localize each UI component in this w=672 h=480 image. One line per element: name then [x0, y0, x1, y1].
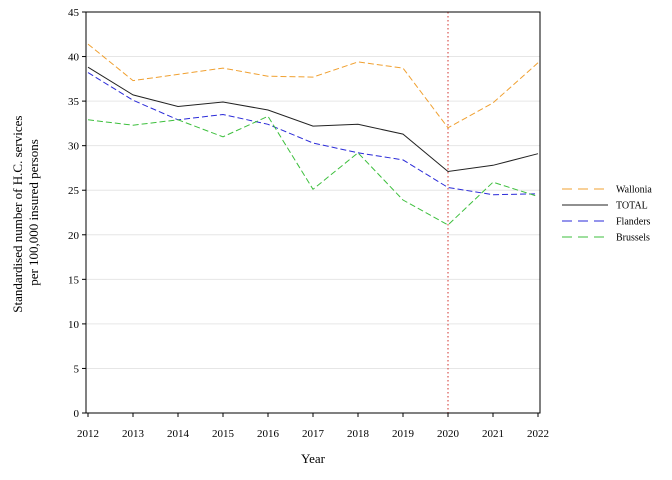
x-tick-label: 2021: [482, 428, 504, 440]
y-tick-label: 15: [68, 274, 80, 286]
x-tick-label: 2012: [77, 428, 99, 440]
x-tick-label: 2020: [437, 428, 460, 440]
y-tick-label: 10: [68, 319, 80, 331]
series-line-brussels: [87, 115, 539, 226]
legend-label-total: TOTAL: [616, 201, 648, 212]
y-axis-title: Standardised number of H.C. services per…: [10, 112, 41, 312]
grid-lines: [86, 11, 540, 369]
y-axis-title-line-1: Standardised number of H.C. services: [10, 116, 25, 313]
x-tick-label: 2019: [392, 428, 415, 440]
x-tick-label: 2017: [302, 428, 325, 440]
y-axis: 0 5 10 15 20 25 30 35 40 45: [68, 7, 86, 420]
y-tick-label: 0: [74, 408, 80, 420]
y-axis-title-line-2: per 100,000 insured persons: [26, 139, 41, 286]
y-tick-label: 25: [68, 185, 80, 197]
x-tick-label: 2016: [257, 428, 280, 440]
x-tick-label: 2013: [122, 428, 145, 440]
y-tick-label: 35: [68, 96, 80, 108]
x-axis: 2012 2013 2014 2015 2016 2017 2018 2019 2020 2021…: [77, 413, 549, 440]
y-tick-label: 30: [68, 141, 80, 153]
y-tick-label: 20: [68, 230, 80, 242]
legend-label-wallonia: Wallonia: [616, 185, 652, 196]
series-lines: [87, 43, 539, 226]
plot-frame: [85, 11, 541, 414]
series-line-total: [87, 66, 539, 173]
y-tick-label: 45: [68, 7, 80, 19]
series-line-flanders: [87, 72, 539, 196]
x-tick-label: 2015: [212, 428, 235, 440]
legend-label-flanders: Flanders: [616, 217, 651, 228]
legend-label-brussels: Brussels: [616, 233, 650, 244]
y-tick-label: 40: [68, 52, 80, 64]
x-tick-label: 2022: [527, 428, 549, 440]
x-tick-label: 2018: [347, 428, 370, 440]
x-axis-title: Year: [301, 451, 326, 466]
legend: Wallonia TOTAL Flanders Brussels: [562, 185, 652, 244]
y-tick-label: 5: [74, 363, 80, 375]
x-tick-label: 2014: [167, 428, 190, 440]
series-line-wallonia: [87, 43, 539, 129]
